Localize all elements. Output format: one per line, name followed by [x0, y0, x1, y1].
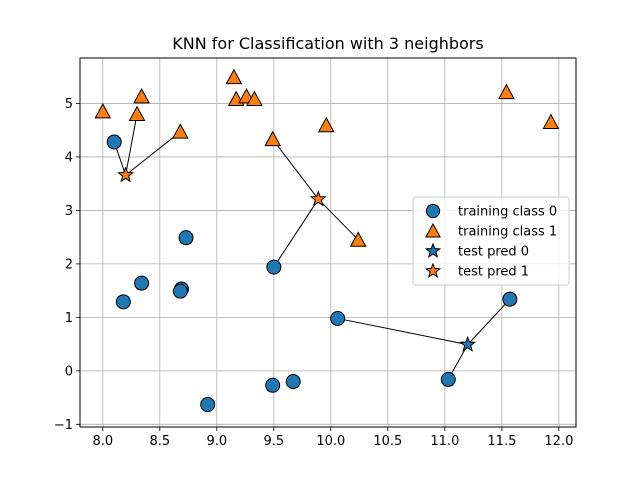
- neighbor-link-line: [467, 298, 511, 345]
- neighbor-link-line: [272, 138, 319, 200]
- neighbor-link-line: [317, 198, 359, 241]
- x-tick-label: 9.5: [263, 434, 284, 449]
- class0-point: [200, 397, 216, 413]
- neighbor-link-line: [125, 131, 181, 176]
- data-points: [94, 68, 560, 413]
- x-tick-label: 12.0: [544, 434, 573, 449]
- y-tick-label: 2: [65, 257, 73, 272]
- class0-point: [178, 230, 194, 246]
- legend-label: training class 1: [458, 225, 557, 240]
- legend-marker: [425, 203, 441, 219]
- x-tick-label: 11.0: [430, 434, 459, 449]
- y-tick-label: 3: [65, 204, 73, 219]
- y-tick-label: 5: [65, 97, 73, 112]
- legend-label: test pred 0: [458, 245, 529, 260]
- class1-point: [349, 231, 367, 247]
- x-tick-label: 9.0: [206, 434, 227, 449]
- legend-marker: [424, 262, 442, 278]
- neighbor-links: [113, 114, 511, 380]
- y-tick-label: −1: [54, 418, 73, 433]
- legend-marker: [425, 222, 441, 238]
- class1-point: [498, 83, 515, 100]
- class0-point: [106, 134, 122, 150]
- class0-point: [285, 374, 301, 390]
- class1-point: [133, 87, 150, 104]
- class0-point: [502, 291, 518, 307]
- class0-point: [172, 283, 188, 299]
- legend: training class 0 training class 1 test pre…: [412, 196, 570, 286]
- x-tick-label: 8.5: [149, 434, 170, 449]
- class1-point: [94, 102, 112, 119]
- neighbor-link-line: [337, 317, 468, 346]
- class1-point: [225, 68, 243, 85]
- y-tick-label: 4: [65, 150, 73, 165]
- test-pred0-star: [459, 335, 477, 352]
- class1-point: [317, 116, 335, 133]
- axis-ticks: 8.0 8.5 9.0 9.5 10.0 10.5 11.0 11.5 12.0 −1 0 1 2 3 4 5: [54, 97, 574, 449]
- x-tick-label: 10.5: [373, 434, 402, 449]
- class1-point: [264, 130, 282, 147]
- class0-point: [440, 371, 456, 387]
- test-pred1-star: [309, 190, 327, 207]
- class0-point: [115, 294, 131, 310]
- neighbor-link-line: [125, 114, 138, 176]
- legend-marker: [424, 242, 442, 258]
- class1-point: [128, 105, 146, 122]
- class0-point: [134, 275, 150, 291]
- class0-point: [265, 377, 281, 393]
- class1-point: [246, 90, 263, 107]
- legend-label: training class 0: [458, 205, 557, 220]
- x-tick-label: 8.0: [92, 434, 113, 449]
- test-pred1-star: [117, 166, 135, 183]
- x-tick-label: 10.0: [316, 434, 345, 449]
- neighbor-link-line: [273, 198, 319, 268]
- class0-point: [330, 310, 346, 326]
- chart-title: KNN for Classification with 3 neighbors: [172, 34, 483, 53]
- y-tick-label: 1: [65, 311, 73, 326]
- class0-point: [266, 259, 282, 275]
- y-tick-label: 0: [65, 364, 73, 379]
- class1-point: [172, 123, 189, 139]
- legend-label: test pred 1: [458, 265, 529, 280]
- class1-point: [542, 113, 560, 130]
- legend-frame: [412, 196, 570, 286]
- axes-frame: [79, 57, 577, 428]
- x-tick-label: 11.5: [487, 434, 516, 449]
